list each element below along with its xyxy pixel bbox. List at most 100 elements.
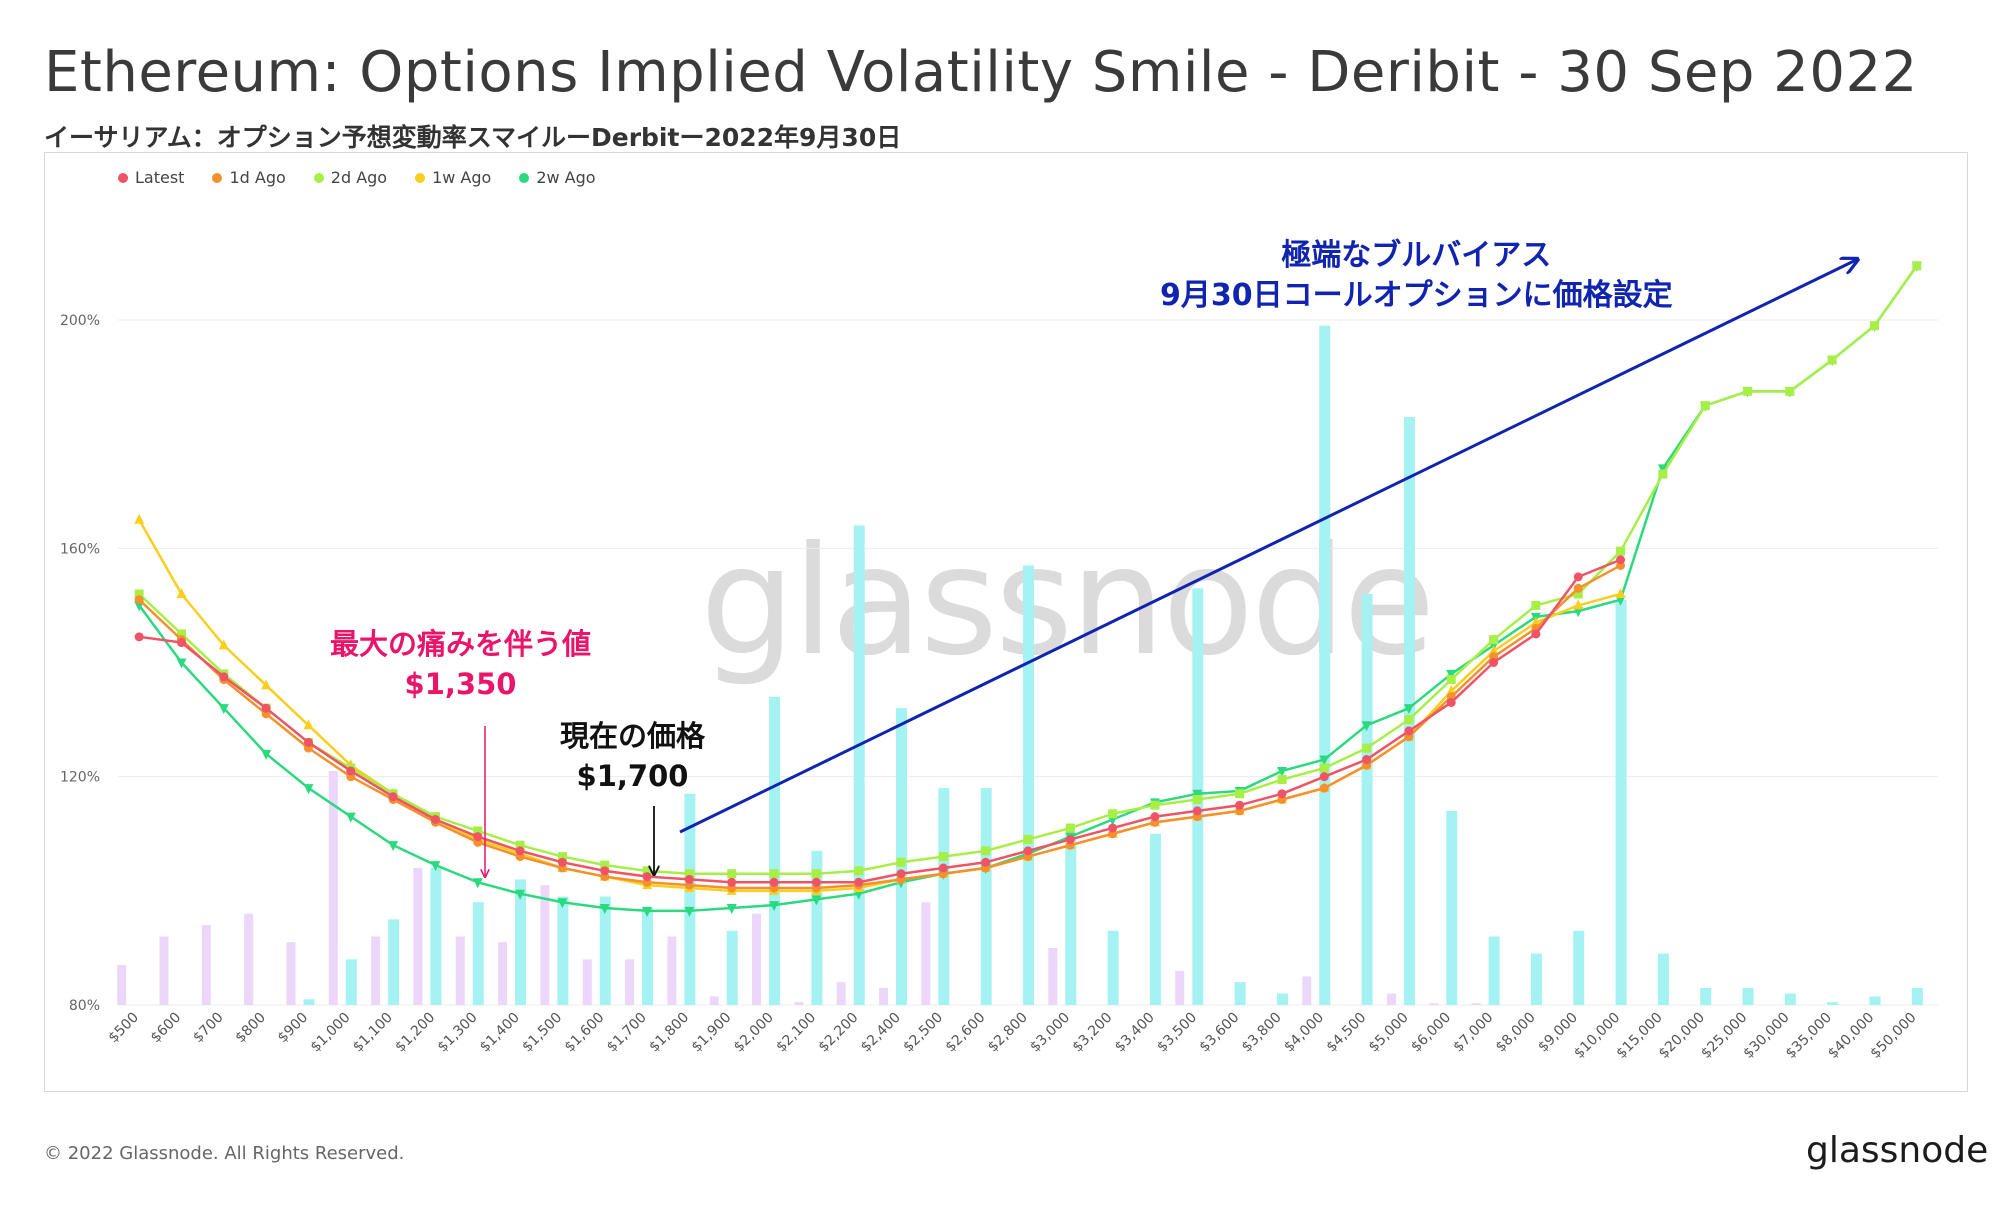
call-oi-bar	[1827, 1002, 1839, 1005]
point-2w-ago	[557, 898, 568, 909]
x-tick-label: $3,500	[1154, 1010, 1200, 1056]
legend-2w-ago[interactable]: 2w Ago	[519, 168, 596, 187]
point-2d-ago	[896, 857, 906, 867]
put-oi-bar	[1302, 976, 1312, 1005]
call-oi-bar	[1488, 936, 1500, 1005]
x-tick-label: $2,200	[816, 1010, 862, 1056]
point-latest	[1573, 572, 1583, 582]
point-2w-ago	[515, 889, 526, 900]
y-tick-label: 200%	[60, 313, 100, 329]
call-oi-bar	[1065, 833, 1077, 1005]
put-oi-bar	[752, 913, 762, 1005]
call-oi-bar	[1530, 953, 1542, 1005]
call-oi-bar	[1573, 930, 1585, 1005]
put-oi-bar	[921, 902, 931, 1005]
chart-title: Ethereum: Options Implied Volatility Smi…	[44, 40, 1918, 105]
point-latest	[600, 866, 610, 876]
x-tick-label: $1,400	[477, 1010, 523, 1056]
point-latest	[1108, 823, 1118, 833]
point-latest	[1065, 834, 1075, 844]
x-tick-label: $1,800	[646, 1010, 692, 1056]
glassnode-logo[interactable]: glassnode	[1806, 1130, 1989, 1171]
put-oi-bar	[540, 885, 550, 1005]
legend-1d-ago[interactable]: 1d Ago	[212, 168, 286, 187]
x-tick-label: $500	[105, 1010, 142, 1047]
point-1w-ago	[1488, 645, 1499, 656]
point-2w-ago	[1403, 704, 1414, 715]
point-2d-ago	[1616, 546, 1626, 556]
point-latest	[1023, 846, 1033, 856]
x-tick-label: $1,200	[392, 1010, 438, 1056]
current-price-value: $1,700	[576, 759, 689, 793]
legend-latest[interactable]: Latest	[118, 168, 184, 187]
point-2d-ago	[1573, 589, 1583, 599]
point-2d-ago	[1108, 809, 1118, 819]
point-2w-ago	[472, 878, 483, 889]
point-2d-ago	[134, 589, 144, 599]
call-oi-bar	[388, 919, 400, 1005]
point-2d-ago	[1489, 635, 1499, 645]
point-2w-ago	[642, 906, 653, 917]
call-oi-bar	[980, 788, 992, 1005]
series-line-1w-ago	[138, 519, 1621, 893]
call-oi-bar	[811, 850, 823, 1005]
call-oi-bar	[1319, 325, 1331, 1005]
point-2d-ago	[1150, 800, 1160, 810]
point-1w-ago	[1615, 588, 1626, 598]
call-oi-bar	[303, 999, 315, 1005]
call-oi-bar	[1149, 833, 1161, 1005]
x-tick-label: $2,000	[731, 1010, 777, 1056]
put-oi-bar	[1471, 1003, 1481, 1005]
point-2w-ago	[1573, 607, 1584, 618]
x-tick-label: $50,000	[1867, 1010, 1919, 1062]
point-latest	[261, 703, 271, 713]
point-latest	[1489, 658, 1499, 667]
legend-latest-label: Latest	[135, 168, 185, 187]
point-2d-ago	[684, 869, 694, 879]
point-2d-ago	[1362, 743, 1372, 753]
point-2d-ago	[1785, 386, 1795, 396]
call-oi-bar	[557, 896, 569, 1005]
x-tick-label: $3,800	[1239, 1010, 1285, 1056]
point-2d-ago	[642, 866, 652, 876]
point-2d-ago	[1827, 355, 1837, 365]
legend: Latest 1d Ago 2d Ago 1w Ago 2w Ago	[118, 168, 596, 187]
call-oi-bar	[599, 896, 611, 1005]
call-oi-bar	[345, 959, 357, 1005]
y-axis: 80% 120% 160% 200%	[60, 313, 100, 1014]
x-tick-label: $1,100	[350, 1010, 396, 1056]
point-latest	[134, 632, 144, 642]
x-tick-label: $3,600	[1196, 1010, 1242, 1056]
call-oi-bar	[1361, 594, 1373, 1005]
point-2d-ago	[1912, 261, 1922, 271]
x-tick-label: $1,900	[689, 1010, 735, 1056]
call-oi-bar	[642, 907, 654, 1005]
point-2d-ago	[1065, 823, 1075, 833]
call-oi-bar	[1615, 599, 1627, 1005]
legend-2d-ago[interactable]: 2d Ago	[313, 168, 387, 187]
x-tick-label: $4,000	[1281, 1010, 1327, 1056]
legend-2w-ago-label: 2w Ago	[536, 168, 596, 187]
point-latest	[811, 877, 821, 887]
point-1d-ago	[134, 595, 144, 605]
point-1d-ago	[1573, 583, 1583, 593]
point-latest	[854, 877, 864, 887]
x-tick-label: $2,600	[943, 1010, 989, 1056]
point-2w-ago	[1319, 755, 1330, 766]
point-1w-ago	[134, 513, 145, 524]
x-tick-label: $3,000	[1027, 1010, 1073, 1056]
chart-frame	[44, 152, 1968, 1092]
point-2w-ago	[345, 812, 356, 823]
x-tick-label: $8,000	[1493, 1010, 1539, 1056]
legend-1w-ago[interactable]: 1w Ago	[415, 168, 491, 187]
put-oi-bar	[667, 936, 677, 1005]
call-oi-bar	[472, 902, 484, 1005]
legend-latest-dot	[118, 172, 128, 183]
series-line-latest	[138, 558, 1622, 884]
point-2d-ago	[981, 846, 991, 856]
point-2d-ago	[1743, 386, 1753, 396]
x-tick-label: $2,500	[900, 1010, 946, 1056]
point-2w-ago	[684, 906, 695, 917]
point-2w-ago	[1446, 669, 1457, 680]
point-2d-ago	[727, 869, 737, 879]
